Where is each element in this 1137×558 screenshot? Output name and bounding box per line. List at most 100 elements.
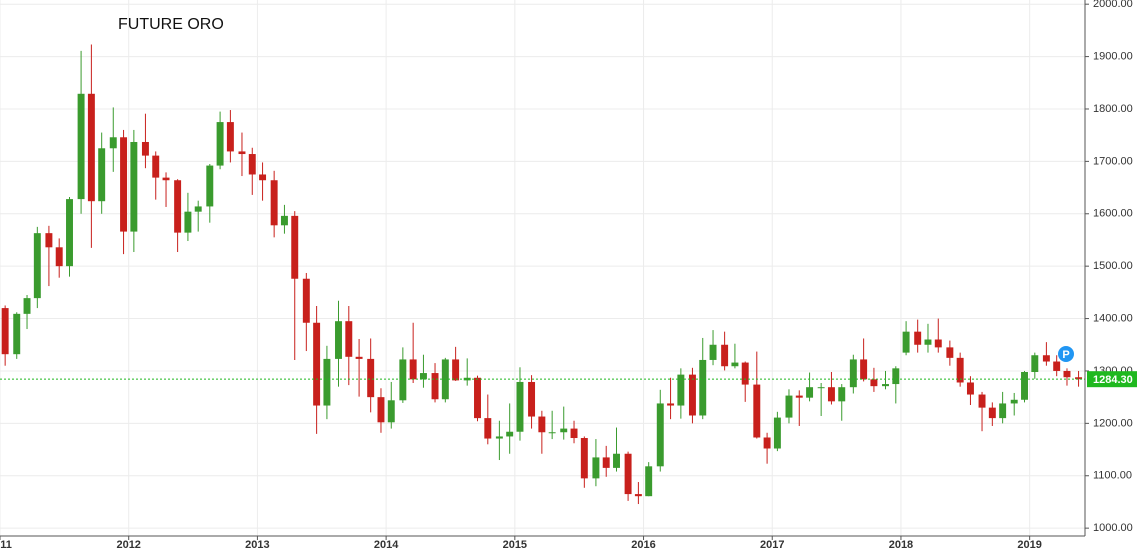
candle-body (387, 400, 395, 423)
candle-body (45, 233, 53, 248)
candle-body (773, 417, 781, 449)
y-tick-label: 1800.00 (1093, 103, 1133, 115)
svg-text:P: P (1062, 349, 1069, 361)
candle-body (66, 199, 73, 267)
y-tick-label: 1500.00 (1093, 260, 1133, 272)
candle-body (248, 154, 256, 175)
candle-body (474, 377, 481, 419)
candle-body (1021, 372, 1028, 400)
candle-body (431, 373, 439, 400)
candle-body (592, 457, 600, 479)
candles (1, 44, 1083, 505)
candle-body (763, 437, 771, 449)
candle-body (956, 357, 964, 383)
candle-body (838, 387, 846, 402)
candle-body (645, 466, 653, 497)
candle-body (978, 394, 986, 408)
candle-body (988, 407, 996, 419)
candle-body (206, 165, 214, 207)
candle-body (570, 428, 578, 439)
candle-body (1010, 399, 1018, 404)
candle-body (120, 137, 128, 232)
candle-body (1, 308, 9, 355)
alert-icon: P (1058, 346, 1074, 362)
candle-body (860, 359, 868, 380)
candle-body (966, 382, 974, 395)
candle-body (302, 278, 310, 323)
candle-body (335, 321, 342, 359)
candle-body (709, 344, 717, 360)
candle-body (463, 377, 471, 381)
candle-body (130, 141, 138, 232)
candle-body (613, 453, 620, 468)
candle-body (892, 368, 900, 385)
candle-body (548, 432, 556, 434)
candle-body (484, 418, 492, 439)
candle-body (216, 122, 224, 166)
candle-body (806, 387, 814, 398)
candle-body (741, 362, 749, 385)
candle-body (560, 428, 568, 433)
candle-body (345, 321, 353, 357)
chart-title: FUTURE ORO (118, 16, 224, 33)
candle-body (924, 339, 932, 345)
y-tick-label: 1700.00 (1093, 155, 1133, 167)
candle-body (731, 362, 739, 367)
candle-body (1031, 355, 1039, 373)
candle-body (419, 373, 427, 380)
grid (0, 0, 1085, 536)
x-tick-label: 2018 (889, 539, 913, 551)
y-tick-label: 2000.00 (1093, 0, 1133, 10)
candle-body (77, 93, 85, 200)
candle-body (55, 247, 63, 267)
candle-body (656, 403, 664, 467)
candle-body (785, 395, 793, 418)
candle-body (753, 384, 761, 438)
candle-body (914, 331, 922, 345)
candle-body (946, 347, 954, 358)
candle-body (817, 387, 825, 389)
candle-body (934, 339, 942, 348)
candle-body (87, 93, 95, 202)
candle-body (495, 436, 503, 439)
candle-body (506, 431, 514, 437)
y-tick-label: 1400.00 (1093, 312, 1133, 324)
candle-body (1042, 355, 1050, 362)
last-price-label: 1284.30 (1093, 374, 1133, 386)
candle-body (23, 298, 31, 314)
x-tick-label: 2013 (245, 539, 269, 551)
x-tick-label: 2017 (760, 539, 784, 551)
candle-body (602, 457, 610, 468)
candle-body (33, 233, 41, 299)
candle-body (1063, 370, 1071, 378)
candle-body (141, 141, 149, 156)
candle-body (323, 358, 331, 406)
last-price-box (1087, 371, 1137, 388)
candle-body (13, 313, 21, 355)
candle-body (827, 387, 835, 402)
candle-body (280, 215, 288, 226)
y-tick-label: 1200.00 (1093, 417, 1133, 429)
candle-body (795, 395, 803, 398)
candle-body (999, 403, 1007, 419)
candle-body (367, 358, 375, 398)
candle-body (1075, 377, 1083, 380)
x-tick-label: 2019 (1017, 539, 1041, 551)
candle-body (902, 331, 910, 353)
candle-body (291, 215, 299, 279)
candle-body (194, 206, 202, 212)
candle-body (528, 381, 536, 417)
candle-body (259, 174, 267, 181)
candle-body (721, 344, 729, 367)
y-tick-label: 1000.00 (1093, 522, 1133, 534)
x-tick-label: 2015 (503, 539, 527, 551)
candle-body (109, 137, 117, 149)
candle-body (677, 374, 685, 406)
candle-body (162, 177, 170, 181)
y-tick-label: 1100.00 (1093, 470, 1132, 482)
candle-body (634, 494, 642, 497)
candle-body (174, 180, 182, 233)
